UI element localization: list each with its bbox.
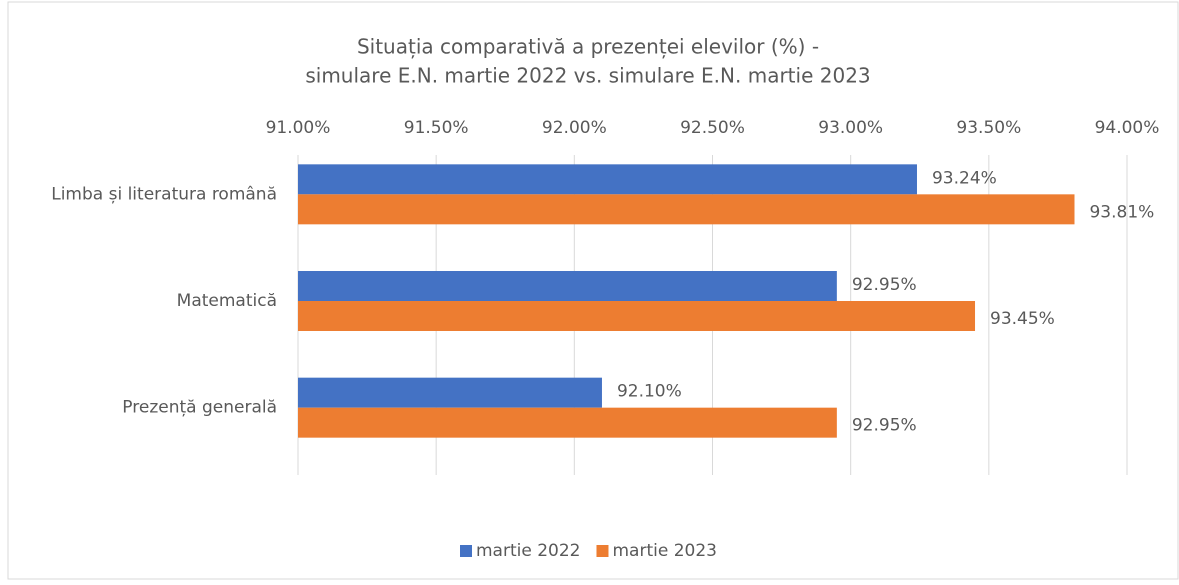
legend-swatch: [596, 545, 609, 557]
bar: [298, 194, 1075, 225]
legend-swatch: [460, 545, 472, 557]
bar: [298, 271, 837, 301]
x-tick-label: 93.00%: [818, 118, 883, 138]
bar: [298, 301, 976, 331]
y-tick-label: Limba și literatura română: [51, 184, 277, 204]
y-tick-label: Prezență generală: [122, 398, 277, 418]
x-tick-label: 91.00%: [266, 118, 331, 138]
legend-label: martie 2022: [476, 541, 580, 561]
bar: [298, 164, 917, 195]
bar: [298, 407, 837, 438]
legend-label: martie 2023: [612, 541, 716, 561]
x-tick-label: 94.00%: [1095, 118, 1160, 138]
bar: [298, 377, 602, 408]
chart-title: Situația comparativă a prezenței elevilo…: [357, 35, 819, 59]
data-label: 92.95%: [852, 416, 917, 436]
chart-title: simulare E.N. martie 2022 vs. simulare E…: [305, 64, 870, 88]
x-tick-label: 93.50%: [956, 118, 1021, 138]
data-label: 93.45%: [990, 309, 1055, 329]
data-label: 92.95%: [852, 275, 917, 295]
data-label: 93.81%: [1089, 202, 1154, 222]
x-tick-label: 91.50%: [404, 118, 469, 138]
x-tick-label: 92.00%: [542, 118, 607, 138]
data-label: 92.10%: [617, 382, 682, 402]
x-tick-label: 92.50%: [680, 118, 745, 138]
data-label: 93.24%: [932, 168, 997, 188]
y-tick-label: Matematică: [177, 291, 277, 311]
